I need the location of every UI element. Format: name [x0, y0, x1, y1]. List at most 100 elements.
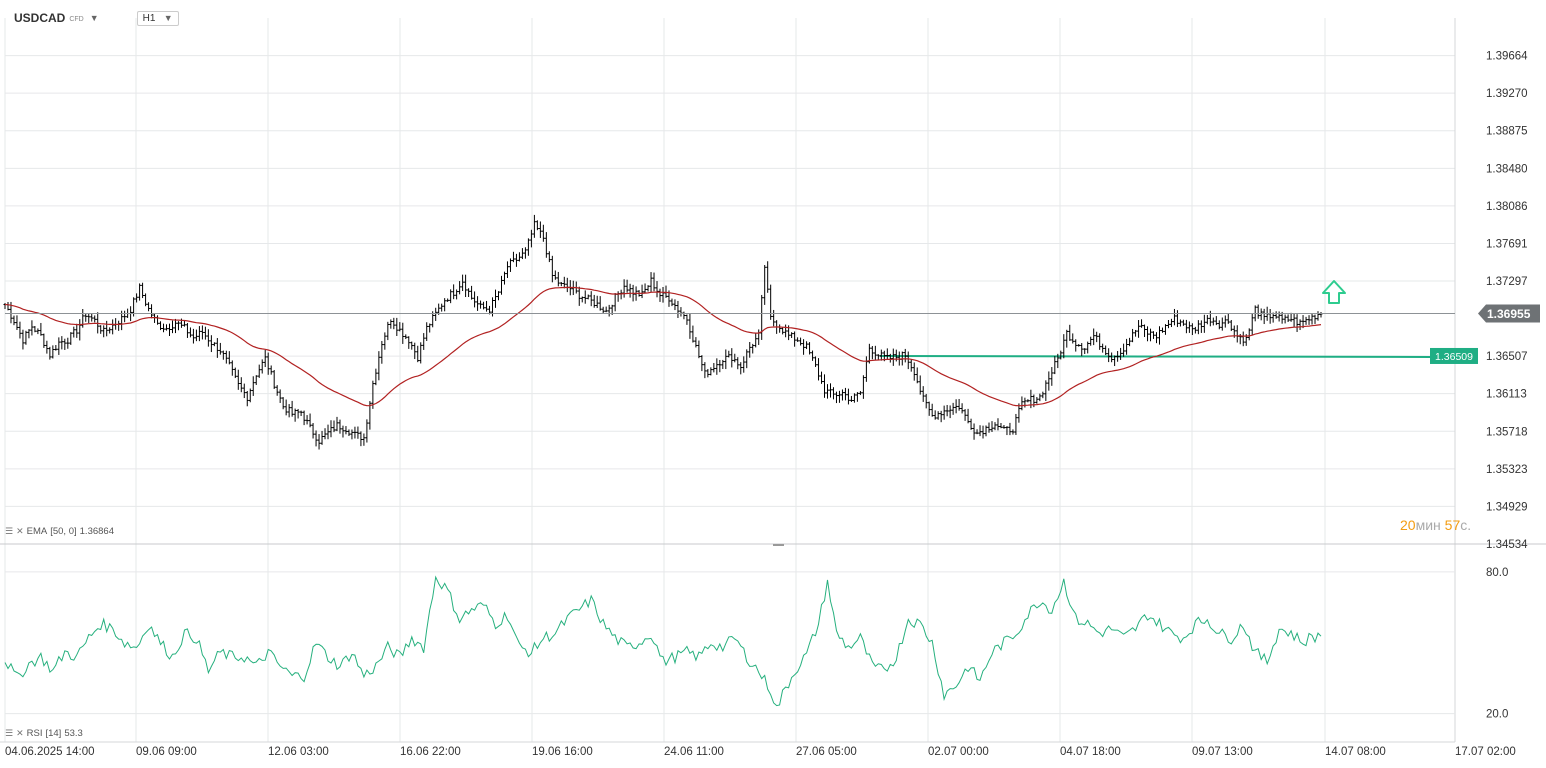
- candle: [811, 350, 815, 361]
- candle: [377, 351, 381, 381]
- candle: [1128, 337, 1132, 347]
- candle: [682, 311, 686, 320]
- candle: [1152, 331, 1156, 339]
- candle: [386, 321, 390, 341]
- candle: [99, 325, 103, 334]
- candle: [416, 345, 420, 363]
- candle: [556, 271, 560, 287]
- candle: [1304, 316, 1308, 325]
- candle: [275, 385, 279, 396]
- candle: [188, 327, 192, 338]
- candle: [541, 224, 545, 242]
- candle: [1005, 426, 1009, 436]
- candle: [248, 388, 252, 403]
- ema-indicator-label[interactable]: ☰ ✕ EMA [50, 0] 1.36864: [5, 526, 114, 537]
- candle: [565, 277, 569, 293]
- candle: [1038, 393, 1042, 402]
- candle: [505, 261, 509, 278]
- ema-params: [50, 0]: [50, 526, 77, 537]
- time-tick-label: 16.06 22:00: [400, 746, 461, 758]
- candle: [236, 369, 240, 390]
- support-line[interactable]: 1.36509: [879, 347, 1478, 364]
- candle: [784, 324, 788, 338]
- candle: [479, 300, 483, 309]
- close-icon[interactable]: ✕: [16, 526, 24, 536]
- candle: [284, 399, 288, 416]
- candle: [260, 359, 264, 374]
- timeframe-selector[interactable]: H1 ▼: [136, 10, 179, 26]
- price-tick-label: 1.39664: [1486, 51, 1528, 63]
- candle: [951, 402, 955, 415]
- candle: [1166, 319, 1170, 329]
- candle: [323, 428, 327, 440]
- candle: [837, 390, 841, 403]
- rsi-indicator-label[interactable]: ☰ ✕ RSI [14] 53.3: [5, 728, 83, 739]
- candle: [855, 392, 859, 402]
- candle: [670, 298, 674, 307]
- candle: [1277, 311, 1281, 322]
- candle: [440, 303, 444, 312]
- candle: [147, 302, 151, 312]
- candle: [383, 332, 387, 350]
- candle: [1292, 313, 1296, 327]
- candle: [739, 362, 743, 375]
- candle: [1202, 314, 1206, 333]
- chevron-down-icon[interactable]: ▼: [89, 13, 99, 23]
- candle: [1256, 304, 1260, 319]
- candle: [117, 320, 121, 331]
- candle: [197, 326, 201, 342]
- candle: [906, 351, 910, 370]
- candle: [736, 357, 740, 370]
- candle: [84, 313, 88, 322]
- candle: [1226, 313, 1230, 324]
- candle: [1104, 345, 1108, 356]
- candle: [33, 326, 37, 333]
- candle: [1119, 347, 1123, 360]
- candle: [419, 342, 423, 364]
- candle: [834, 391, 838, 404]
- candle: [796, 337, 800, 342]
- candle: [942, 405, 946, 420]
- candle: [706, 368, 710, 378]
- candle: [978, 425, 982, 437]
- candle: [586, 294, 590, 300]
- candle: [1271, 312, 1275, 323]
- close-icon[interactable]: ✕: [16, 728, 24, 738]
- candle: [643, 283, 647, 294]
- candle: [212, 342, 216, 347]
- candle: [1193, 326, 1197, 334]
- candle: [305, 415, 309, 425]
- candle: [532, 214, 536, 238]
- candle: [227, 351, 231, 365]
- candle: [170, 320, 174, 334]
- candle: [589, 291, 593, 307]
- candle: [185, 323, 189, 338]
- candle: [1283, 314, 1287, 324]
- menu-icon[interactable]: ☰: [5, 526, 14, 536]
- candle: [909, 359, 913, 372]
- candle: [649, 272, 653, 293]
- rsi-value: 53.3: [64, 728, 83, 739]
- candle: [302, 410, 306, 426]
- candle: [583, 290, 587, 304]
- candle: [1214, 316, 1218, 326]
- candle: [1065, 329, 1069, 348]
- candle: [72, 326, 76, 338]
- candle: [156, 315, 160, 325]
- candle: [1110, 352, 1114, 363]
- candle: [1071, 333, 1075, 344]
- menu-icon[interactable]: ☰: [5, 728, 14, 738]
- candle: [344, 426, 348, 435]
- candle: [1169, 318, 1173, 328]
- candle: [864, 356, 868, 382]
- candle: [921, 386, 925, 402]
- candle: [51, 345, 55, 359]
- candle: [141, 282, 145, 299]
- timer-minutes: 20: [1400, 517, 1416, 533]
- symbol-selector[interactable]: USDCAD: [14, 11, 66, 25]
- rsi-tick-label: 80.0: [1486, 567, 1508, 579]
- candle: [105, 320, 109, 337]
- candle: [1125, 338, 1129, 355]
- candle: [425, 322, 429, 341]
- candle: [553, 270, 557, 280]
